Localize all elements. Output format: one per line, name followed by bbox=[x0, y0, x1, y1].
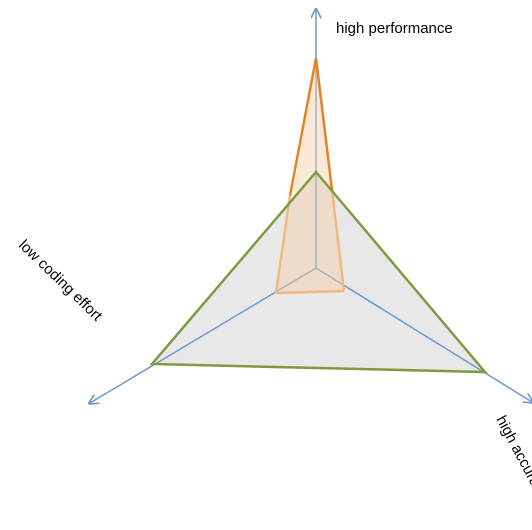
green-triangle-outline bbox=[149, 170, 488, 374]
orange-spike-area bbox=[276, 58, 344, 293]
orange-edge-right-lower bbox=[330, 189, 346, 292]
orange-edge-left-lower bbox=[274, 195, 292, 294]
orange-edge-bottom bbox=[275, 289, 345, 295]
label-high-accuracy: high accuracy bbox=[492, 413, 532, 503]
label-high-performance: high performance bbox=[336, 20, 453, 37]
orange-edge-left-upper bbox=[288, 57, 318, 197]
orange-edge-right-upper bbox=[314, 57, 334, 191]
axis-coding bbox=[90, 267, 317, 403]
axis-accuracy bbox=[315, 267, 532, 402]
label-low-coding-effort: low coding effort bbox=[15, 237, 106, 325]
